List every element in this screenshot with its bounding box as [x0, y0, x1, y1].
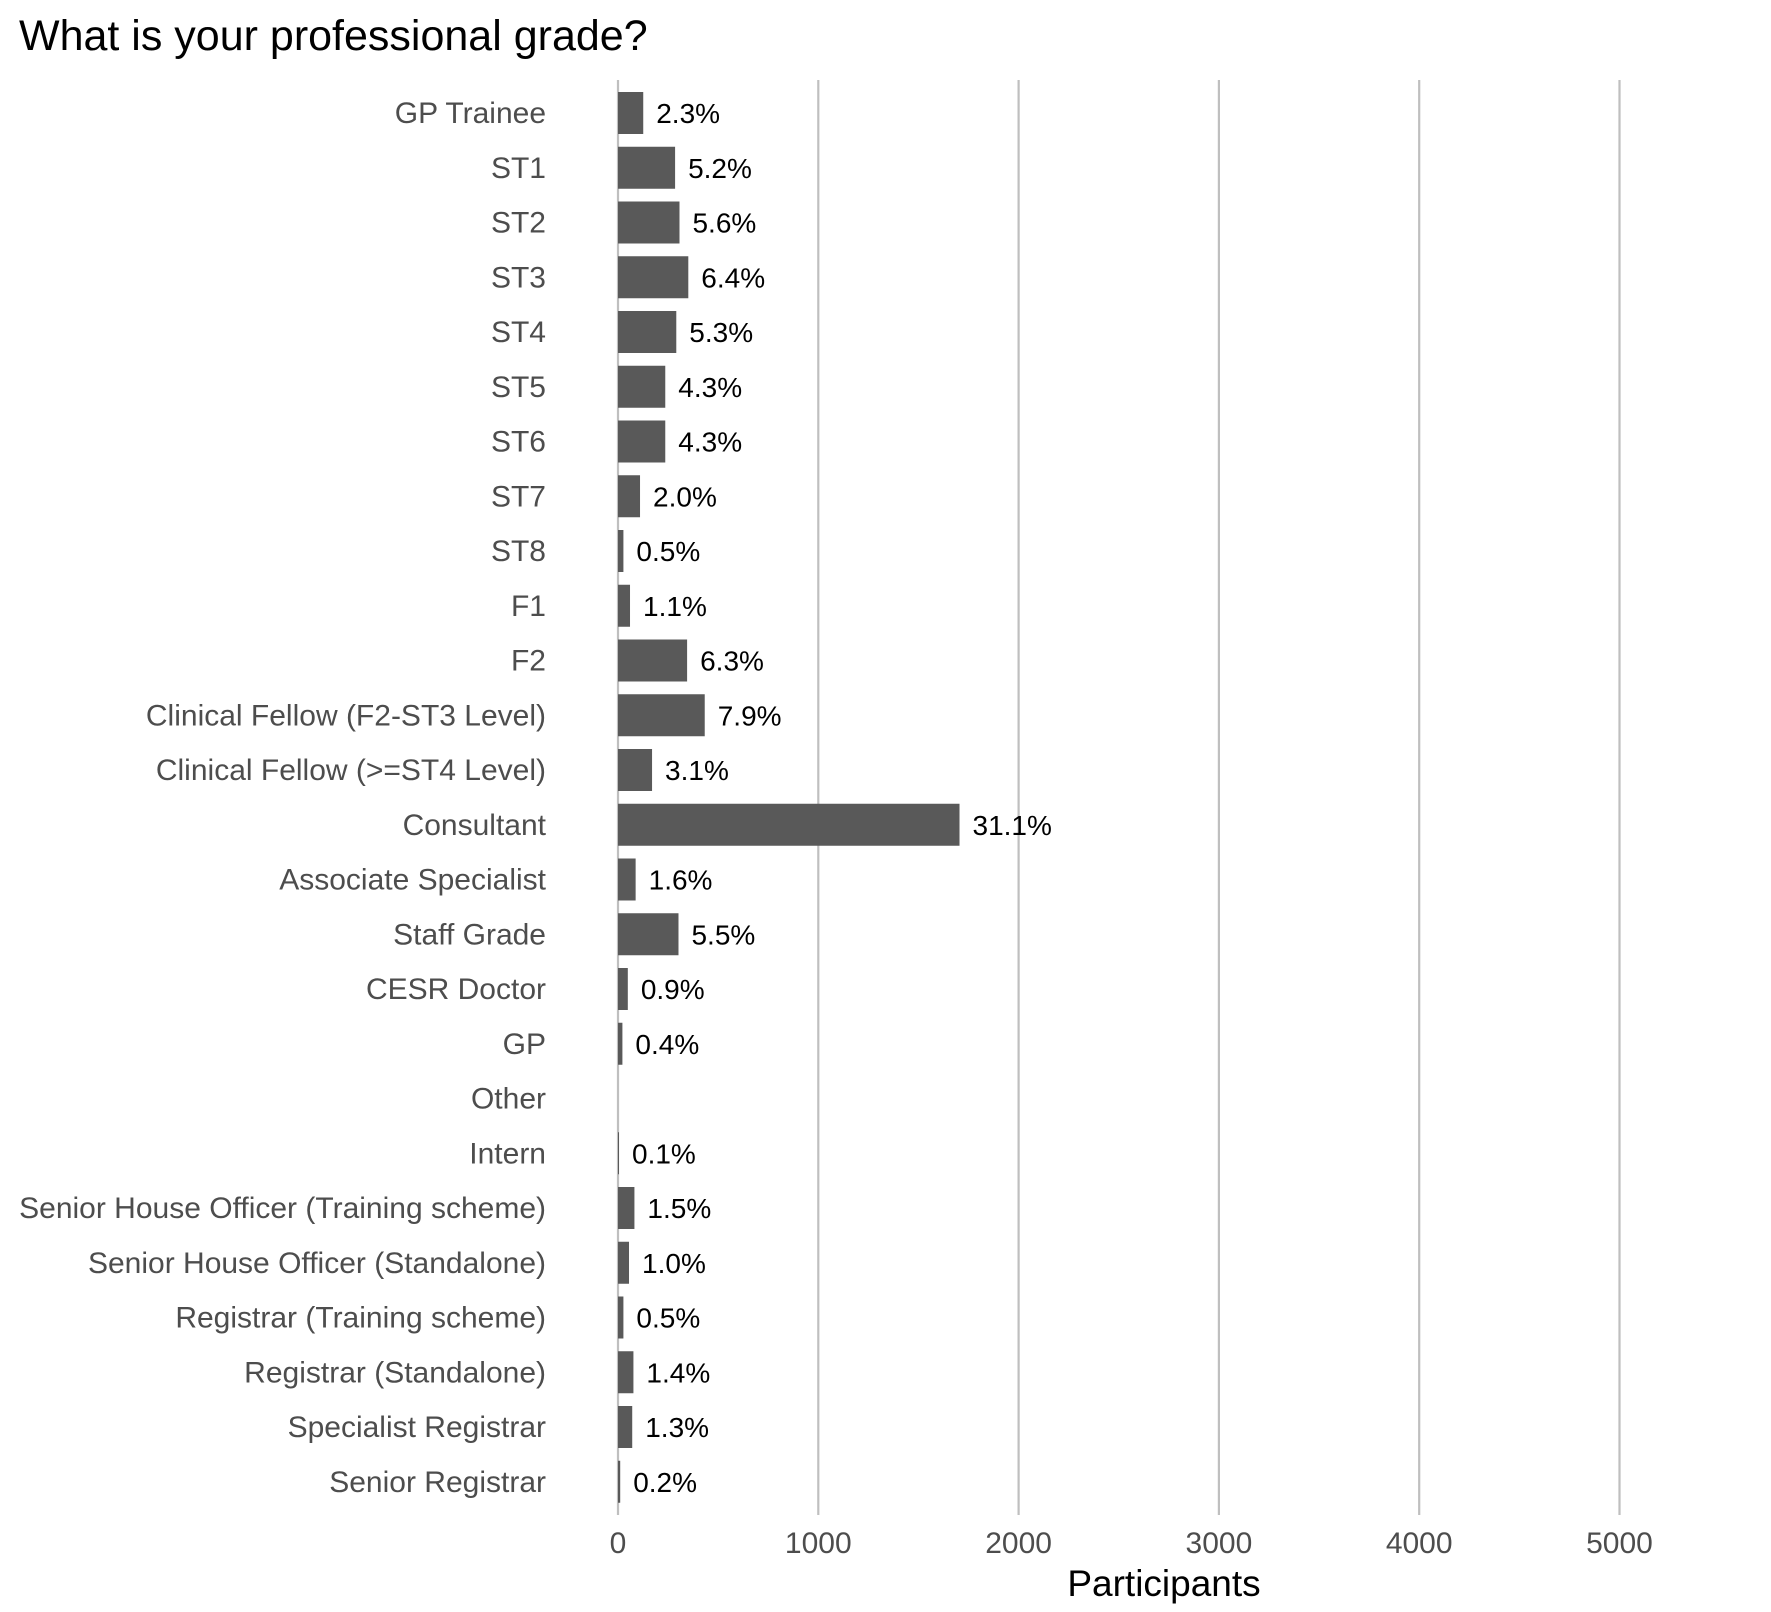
gridlines: [616, 80, 1621, 1515]
category-label: Registrar (Standalone): [244, 1356, 546, 1389]
bar: [618, 913, 679, 956]
value-label: 0.5%: [636, 536, 700, 567]
bar: [618, 1351, 634, 1394]
x-tick-label: 1000: [785, 1527, 852, 1560]
category-label: GP Trainee: [395, 97, 546, 130]
value-label: 0.9%: [641, 974, 705, 1005]
x-tick-label: 5000: [1586, 1527, 1653, 1560]
x-axis-title: Participants: [1067, 1563, 1260, 1604]
x-tick-label: 0: [610, 1527, 627, 1560]
bar: [618, 92, 644, 134]
category-label: F2: [511, 645, 546, 678]
value-label: 6.4%: [701, 262, 765, 293]
category-label: Senior House Officer (Standalone): [88, 1247, 546, 1280]
value-label: 31.1%: [973, 810, 1052, 841]
value-label: 1.0%: [642, 1248, 706, 1279]
bar: [618, 1296, 624, 1339]
value-label: 2.0%: [653, 481, 717, 512]
bar: [618, 803, 960, 846]
value-label: 1.3%: [645, 1412, 709, 1443]
bar: [618, 1460, 621, 1503]
category-label: Other: [471, 1083, 546, 1116]
bar: [618, 1241, 630, 1284]
category-label: Consultant: [403, 809, 547, 842]
value-label: 4.3%: [678, 372, 742, 403]
value-label: 7.9%: [718, 700, 782, 731]
value-label: 5.3%: [689, 317, 753, 348]
value-label: 6.3%: [700, 646, 764, 677]
category-label: GP: [503, 1028, 546, 1061]
category-label: ST2: [491, 207, 546, 240]
value-labels: 2.3% 5.2% 5.6% 6.4% 5.3% 4.3% 4.3% 2.0% 0.5% 1.1%…: [632, 98, 1052, 1498]
bar: [618, 639, 688, 682]
bars: [618, 92, 960, 1503]
value-label: 1.4%: [646, 1357, 710, 1388]
bar: [618, 311, 677, 353]
category-label: Staff Grade: [393, 918, 546, 951]
bar: [618, 1187, 635, 1229]
category-label: Associate Specialist: [279, 864, 546, 897]
category-label: Specialist Registrar: [288, 1411, 546, 1444]
bar: [618, 749, 653, 791]
bar: [618, 475, 641, 518]
bar: [618, 858, 636, 901]
value-label: 2.3%: [656, 98, 720, 129]
category-label: Intern: [469, 1137, 546, 1170]
bar: [618, 584, 631, 627]
x-tick-label: 2000: [985, 1527, 1052, 1560]
bar: [618, 365, 666, 408]
value-label: 0.4%: [635, 1029, 699, 1060]
value-label: 5.5%: [691, 919, 755, 950]
bar: [618, 968, 628, 1010]
value-label: 0.2%: [633, 1467, 697, 1498]
bar: [618, 256, 689, 299]
x-tick-labels: 0 1000 2000 3000 4000 5000: [610, 1527, 1653, 1560]
value-label: 1.6%: [649, 865, 713, 896]
value-label: 1.1%: [643, 591, 707, 622]
bar: [618, 146, 676, 189]
bar: [618, 694, 705, 737]
category-labels: GP Trainee ST1 ST2 ST3 ST4 ST5 ST6 ST7 ST8 F1 F2 Cl…: [19, 97, 547, 1499]
value-label: 4.3%: [678, 427, 742, 458]
bar: [618, 420, 666, 463]
value-label: 0.1%: [632, 1138, 696, 1169]
category-label: ST7: [491, 480, 546, 513]
value-label: 5.6%: [692, 208, 756, 239]
category-label: ST4: [491, 316, 546, 349]
category-label: ST5: [491, 371, 546, 404]
value-label: 1.5%: [647, 1193, 711, 1224]
value-label: 5.2%: [688, 153, 752, 184]
bar: [618, 1132, 620, 1175]
value-label: 3.1%: [665, 755, 729, 786]
category-label: ST3: [491, 261, 546, 294]
x-tick-label: 3000: [1186, 1527, 1253, 1560]
category-label: Registrar (Training scheme): [175, 1302, 546, 1335]
bar: [618, 530, 624, 572]
category-label: CESR Doctor: [366, 973, 546, 1006]
category-label: Clinical Fellow (>=ST4 Level): [156, 754, 546, 787]
category-label: Senior House Officer (Training scheme): [19, 1192, 546, 1225]
chart-title: What is your professional grade?: [19, 12, 648, 60]
category-label: F1: [511, 590, 546, 623]
x-tick-label: 4000: [1386, 1527, 1453, 1560]
category-label: ST6: [491, 426, 546, 459]
category-label: Clinical Fellow (F2-ST3 Level): [146, 699, 546, 732]
bar: [618, 1406, 633, 1448]
bar: [618, 201, 680, 244]
value-label: 0.5%: [636, 1303, 700, 1334]
category-label: ST8: [491, 535, 546, 568]
category-label: ST1: [491, 152, 546, 185]
bar: [618, 1022, 623, 1065]
category-label: Senior Registrar: [329, 1466, 546, 1499]
